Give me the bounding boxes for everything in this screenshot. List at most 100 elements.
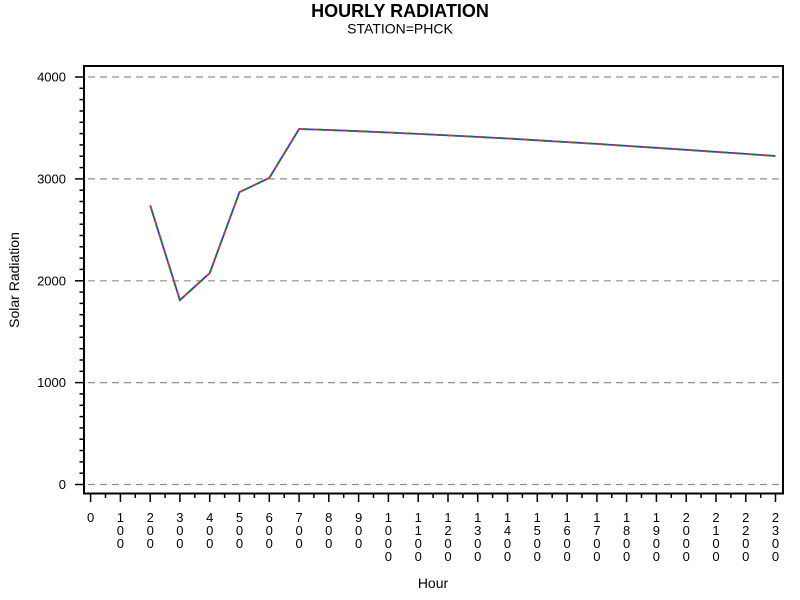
x-tick-label-char: 5 xyxy=(534,523,541,538)
x-tick-label-char: 6 xyxy=(563,523,570,538)
x-tick-label-char: 0 xyxy=(147,523,154,538)
series-line-dash-2 xyxy=(149,128,776,302)
x-tick-label-char: 2 xyxy=(712,510,719,525)
x-tick-label-char: 1 xyxy=(653,510,660,525)
x-tick-label-char: 0 xyxy=(176,536,183,551)
x-tick-label-char: 0 xyxy=(355,523,362,538)
x-tick-label-char: 2 xyxy=(444,523,451,538)
x-tick-label-char: 0 xyxy=(295,523,302,538)
chart-title: HOURLY RADIATION xyxy=(311,1,489,21)
x-tick-label-char: 4 xyxy=(504,523,511,538)
x-tick-label-char: 0 xyxy=(444,536,451,551)
x-tick-label-char: 0 xyxy=(742,536,749,551)
series-line-base xyxy=(149,128,776,302)
x-tick-label-char: 0 xyxy=(534,549,541,564)
x-tick-label-char: 5 xyxy=(236,510,243,525)
x-tick-label-char: 0 xyxy=(415,549,422,564)
x-tick-label-char: 1 xyxy=(712,523,719,538)
x-tick-label-char: 0 xyxy=(653,536,660,551)
x-tick-label-char: 7 xyxy=(593,523,600,538)
x-tick-label-char: 0 xyxy=(117,523,124,538)
x-tick-label-char: 2 xyxy=(772,510,779,525)
x-axis-ticks xyxy=(89,493,777,502)
x-tick-label-char: 0 xyxy=(385,536,392,551)
x-tick-label-char: 1 xyxy=(117,510,124,525)
x-axis-tick-labels: 0 100200300400500600700800900100011001200… xyxy=(87,510,779,564)
x-tick-label-char: 1 xyxy=(534,510,541,525)
y-tick-label: 3000 xyxy=(37,171,66,186)
x-tick-label-char: 1 xyxy=(415,523,422,538)
x-tick-label-char: 0 xyxy=(504,549,511,564)
x-tick-label-char: 6 xyxy=(266,510,273,525)
x-tick-label-char: 1 xyxy=(504,510,511,525)
x-tick-label-char: 1 xyxy=(593,510,600,525)
x-tick-label-char: 0 xyxy=(474,536,481,551)
x-tick-label-char: 3 xyxy=(474,523,481,538)
y-tick-label: 0 xyxy=(59,477,66,492)
x-tick-label-char: 2 xyxy=(147,510,154,525)
x-tick-label-char: 1 xyxy=(474,510,481,525)
x-tick-label-char: 1 xyxy=(385,510,392,525)
x-tick-label-char: 0 xyxy=(147,536,154,551)
x-tick-label-char: 0 xyxy=(176,523,183,538)
x-tick-label-char: 0 xyxy=(355,536,362,551)
x-tick-label-char: 0 xyxy=(236,523,243,538)
plot-frame xyxy=(83,65,784,495)
x-tick-label-char: 1 xyxy=(563,510,570,525)
x-tick-label-char: 2 xyxy=(742,523,749,538)
x-tick-label-char: 0 xyxy=(415,536,422,551)
series-line xyxy=(149,128,776,302)
x-tick-label-char: 9 xyxy=(653,523,660,538)
x-tick-label-char: 1 xyxy=(415,510,422,525)
x-tick-label-char: 0 xyxy=(474,549,481,564)
x-tick-label-char: 0 xyxy=(325,523,332,538)
x-tick-label-char: 0 xyxy=(712,536,719,551)
series-line-dash-1 xyxy=(149,128,776,302)
x-tick-label-char: 0 xyxy=(623,549,630,564)
y-tick-label: 1000 xyxy=(37,375,66,390)
y-axis-tick-labels: 0 1000 2000 3000 4000 xyxy=(37,70,66,493)
x-tick-label-char: 0 xyxy=(206,523,213,538)
y-tick-label: 4000 xyxy=(37,70,66,85)
x-tick-label-char: 0 xyxy=(266,523,273,538)
x-tick-label-char: 8 xyxy=(623,523,630,538)
x-tick-label-char: 0 xyxy=(563,549,570,564)
x-tick-label-char: 0 xyxy=(295,536,302,551)
x-tick-label-char: 2 xyxy=(683,510,690,525)
x-tick-label-char: 0 xyxy=(236,536,243,551)
x-tick-label-char: 0 xyxy=(444,549,451,564)
x-tick-label-char: 1 xyxy=(444,510,451,525)
x-tick-label-char: 0 xyxy=(772,549,779,564)
y-axis-title: Solar Radiation xyxy=(6,232,22,328)
x-tick-label-char: 0 xyxy=(87,510,94,525)
x-axis-title: Hour xyxy=(418,575,449,591)
x-tick-label-char: 0 xyxy=(653,549,660,564)
x-tick-label-char: 3 xyxy=(176,510,183,525)
x-tick-label-char: 3 xyxy=(772,523,779,538)
x-tick-label-char: 0 xyxy=(712,549,719,564)
x-tick-label-char: 9 xyxy=(355,510,362,525)
x-tick-label-char: 8 xyxy=(325,510,332,525)
x-tick-label-char: 0 xyxy=(683,523,690,538)
x-tick-label-char: 2 xyxy=(742,510,749,525)
x-tick-label-char: 0 xyxy=(504,536,511,551)
x-tick-label-char: 0 xyxy=(206,536,213,551)
x-tick-label-char: 0 xyxy=(683,536,690,551)
x-tick-label-char: 0 xyxy=(534,536,541,551)
x-tick-label-char: 0 xyxy=(593,549,600,564)
x-tick-label-char: 7 xyxy=(295,510,302,525)
x-tick-label-char: 4 xyxy=(206,510,213,525)
chart-subtitle: STATION=PHCK xyxy=(347,21,453,37)
x-tick-label-char: 1 xyxy=(623,510,630,525)
x-tick-label-char: 0 xyxy=(593,536,600,551)
x-tick-label-char: 0 xyxy=(623,536,630,551)
x-tick-label-char: 0 xyxy=(117,536,124,551)
x-tick-label-char: 0 xyxy=(325,536,332,551)
x-tick-label-char: 0 xyxy=(742,549,749,564)
x-tick-label-char: 0 xyxy=(683,549,690,564)
x-tick-label-char: 0 xyxy=(563,536,570,551)
gridlines xyxy=(88,76,782,486)
